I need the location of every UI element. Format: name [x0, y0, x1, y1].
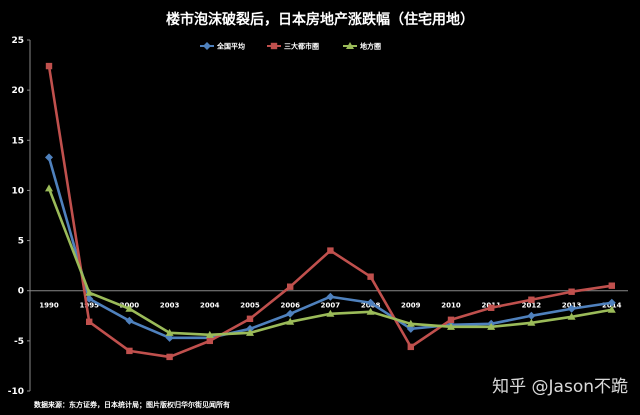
data-point: [568, 288, 575, 295]
data-point: [165, 328, 174, 336]
x-tick-label: 2003: [160, 302, 180, 310]
data-point: [125, 316, 134, 325]
legend-label: 地方圈: [360, 42, 381, 51]
data-point: [528, 296, 535, 303]
legend-label: 三大都市圈: [284, 42, 319, 51]
legend-item: 地方圈: [343, 42, 381, 51]
series-square: [45, 62, 615, 361]
data-point: [488, 304, 495, 311]
data-point: [203, 42, 211, 50]
legend-item: 全国平均: [200, 42, 245, 51]
data-point: [366, 298, 375, 307]
data-point: [406, 319, 415, 327]
data-point: [407, 343, 414, 351]
data-point: [126, 347, 133, 355]
data-point: [367, 273, 374, 280]
data-point: [527, 318, 536, 326]
x-tick-label: 1990: [39, 302, 59, 310]
legend-item: 三大都市圈: [267, 42, 319, 51]
y-tick-label: 10: [11, 186, 24, 196]
data-point: [165, 333, 174, 342]
data-point: [45, 62, 53, 70]
legend: 全国平均 三大都市圈 地方圈: [200, 42, 381, 51]
data-point: [270, 42, 278, 50]
data-point: [206, 337, 213, 345]
data-point: [287, 283, 294, 290]
y-tick-label: -10: [8, 387, 24, 397]
data-point: [406, 324, 415, 333]
data-point: [86, 318, 93, 326]
data-point: [45, 153, 53, 162]
watermark: 知乎 @Jason不跪: [492, 377, 628, 397]
x-tick-label: 2007: [321, 302, 341, 310]
x-tick-label: 2010: [441, 302, 461, 310]
series-triangle: [45, 184, 616, 338]
y-axis: -10 -5 0 5 10 15 20 25: [8, 36, 31, 397]
data-point: [246, 324, 254, 333]
y-tick-label: 5: [18, 237, 24, 247]
data-point: [166, 353, 173, 361]
y-tick-label: -5: [14, 337, 24, 347]
data-point: [567, 304, 576, 313]
data-point: [246, 315, 254, 322]
x-tick-label: 2009: [401, 302, 421, 310]
x-tick-label: 2004: [200, 302, 220, 310]
data-point: [45, 184, 53, 192]
data-point: [327, 247, 334, 254]
data-point: [608, 282, 615, 289]
plot-area: 1990199520002003200420052006200720082009…: [30, 62, 628, 361]
data-point: [246, 328, 254, 336]
data-point: [326, 309, 335, 317]
data-point: [447, 322, 455, 330]
y-tick-label: 0: [18, 287, 24, 297]
x-tick-label: 2005: [240, 302, 260, 310]
data-point: [366, 307, 375, 315]
data-point: [205, 330, 214, 338]
source-note: 数据来源：东方证券，日本统计局；图片版权归华尔街见闻所有: [34, 400, 230, 409]
chart-title: 楼市泡沫破裂后，日本房地产涨跌幅（住宅用地）: [166, 11, 474, 28]
data-point: [487, 322, 496, 330]
data-point: [607, 298, 616, 307]
data-point: [346, 42, 354, 49]
data-point: [286, 317, 295, 325]
legend-label: 全国平均: [216, 42, 245, 51]
data-point: [447, 316, 455, 323]
y-tick-label: 25: [11, 36, 24, 46]
y-tick-label: 20: [11, 86, 24, 96]
y-tick-label: 15: [11, 136, 24, 146]
x-tick-label: 2006: [280, 302, 300, 310]
x-tick-label: 2012: [522, 302, 542, 310]
data-point: [326, 292, 335, 301]
data-point: [125, 304, 134, 312]
data-point: [567, 312, 576, 320]
data-point: [607, 305, 616, 313]
x-tick-label: 1995: [79, 302, 99, 310]
data-point: [527, 311, 536, 320]
data-point: [85, 288, 94, 296]
data-point: [286, 309, 295, 318]
